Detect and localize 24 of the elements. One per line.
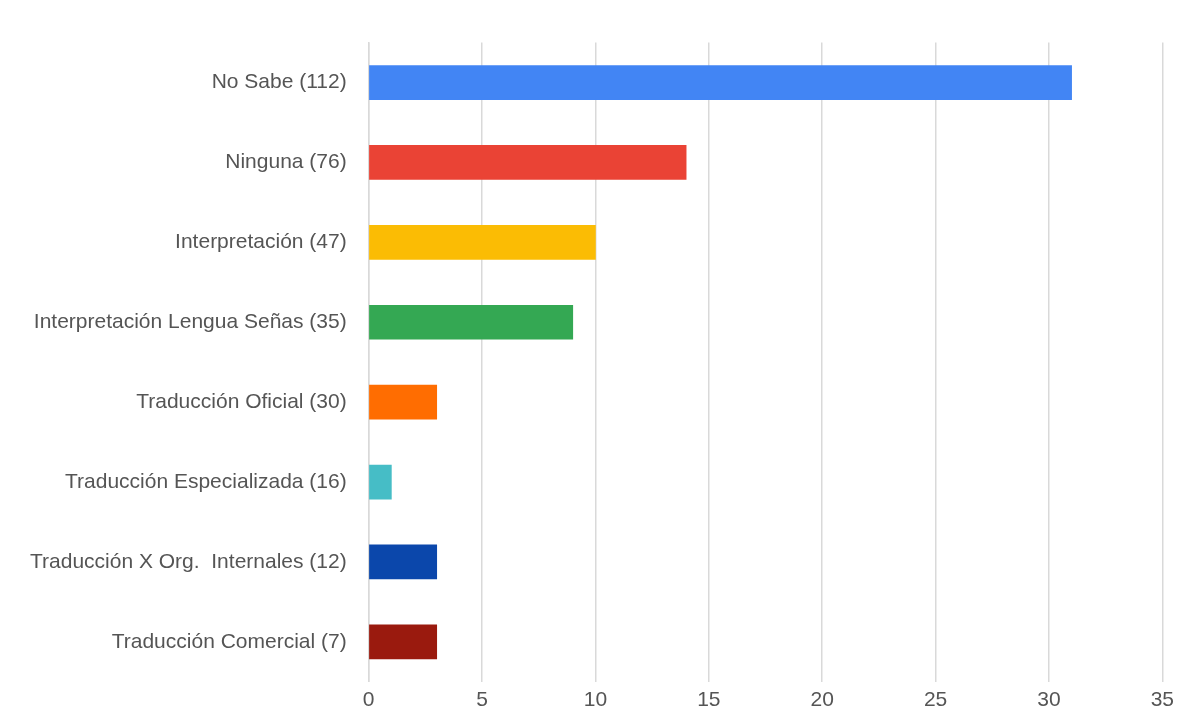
- x-tick-label: 35: [1150, 687, 1174, 711]
- y-tick-label: Traducción Comercial (7): [111, 628, 347, 652]
- y-tick-label: Traducción Especializada (16): [64, 468, 347, 492]
- x-tick-label: 30: [1037, 687, 1061, 711]
- x-tick-label: 5: [476, 687, 488, 711]
- bar: [369, 304, 574, 340]
- bar: [369, 624, 438, 660]
- x-tick-label: 20: [810, 687, 834, 711]
- y-tick-label: Ninguna (76): [225, 149, 347, 173]
- x-tick-label: 15: [697, 687, 721, 711]
- y-tick-label: Interpretación Lengua Señas (35): [33, 309, 347, 333]
- y-tick-label: Interpretación (47): [175, 229, 347, 253]
- x-tick-label: 25: [923, 687, 948, 711]
- bar: [369, 65, 1072, 100]
- bar: [369, 225, 596, 260]
- y-tick-label: Traducción Oficial (30): [136, 388, 347, 412]
- bar: [369, 464, 392, 500]
- x-tick-label: 0: [362, 687, 375, 711]
- y-tick-label: Traducción X Org. Internales (12): [29, 548, 347, 572]
- bar: [369, 384, 438, 420]
- y-tick-label: No Sabe (112): [211, 69, 347, 93]
- x-tick-label: 10: [583, 687, 608, 711]
- bar: [369, 544, 438, 580]
- bar: [369, 145, 687, 180]
